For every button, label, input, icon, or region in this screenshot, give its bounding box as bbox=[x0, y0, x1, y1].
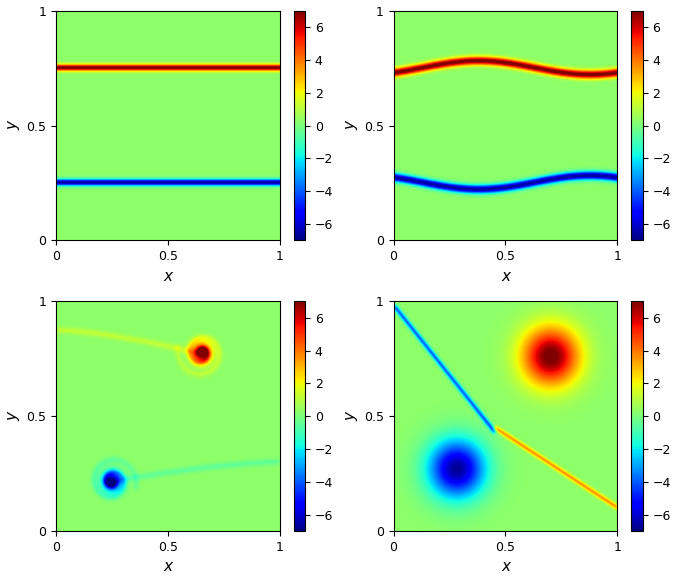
Y-axis label: y: y bbox=[5, 121, 20, 130]
X-axis label: x: x bbox=[163, 269, 172, 284]
Y-axis label: y: y bbox=[343, 412, 358, 420]
X-axis label: x: x bbox=[501, 560, 510, 574]
Y-axis label: y: y bbox=[5, 412, 20, 420]
X-axis label: x: x bbox=[163, 560, 172, 574]
X-axis label: x: x bbox=[501, 269, 510, 284]
Y-axis label: y: y bbox=[343, 121, 358, 130]
